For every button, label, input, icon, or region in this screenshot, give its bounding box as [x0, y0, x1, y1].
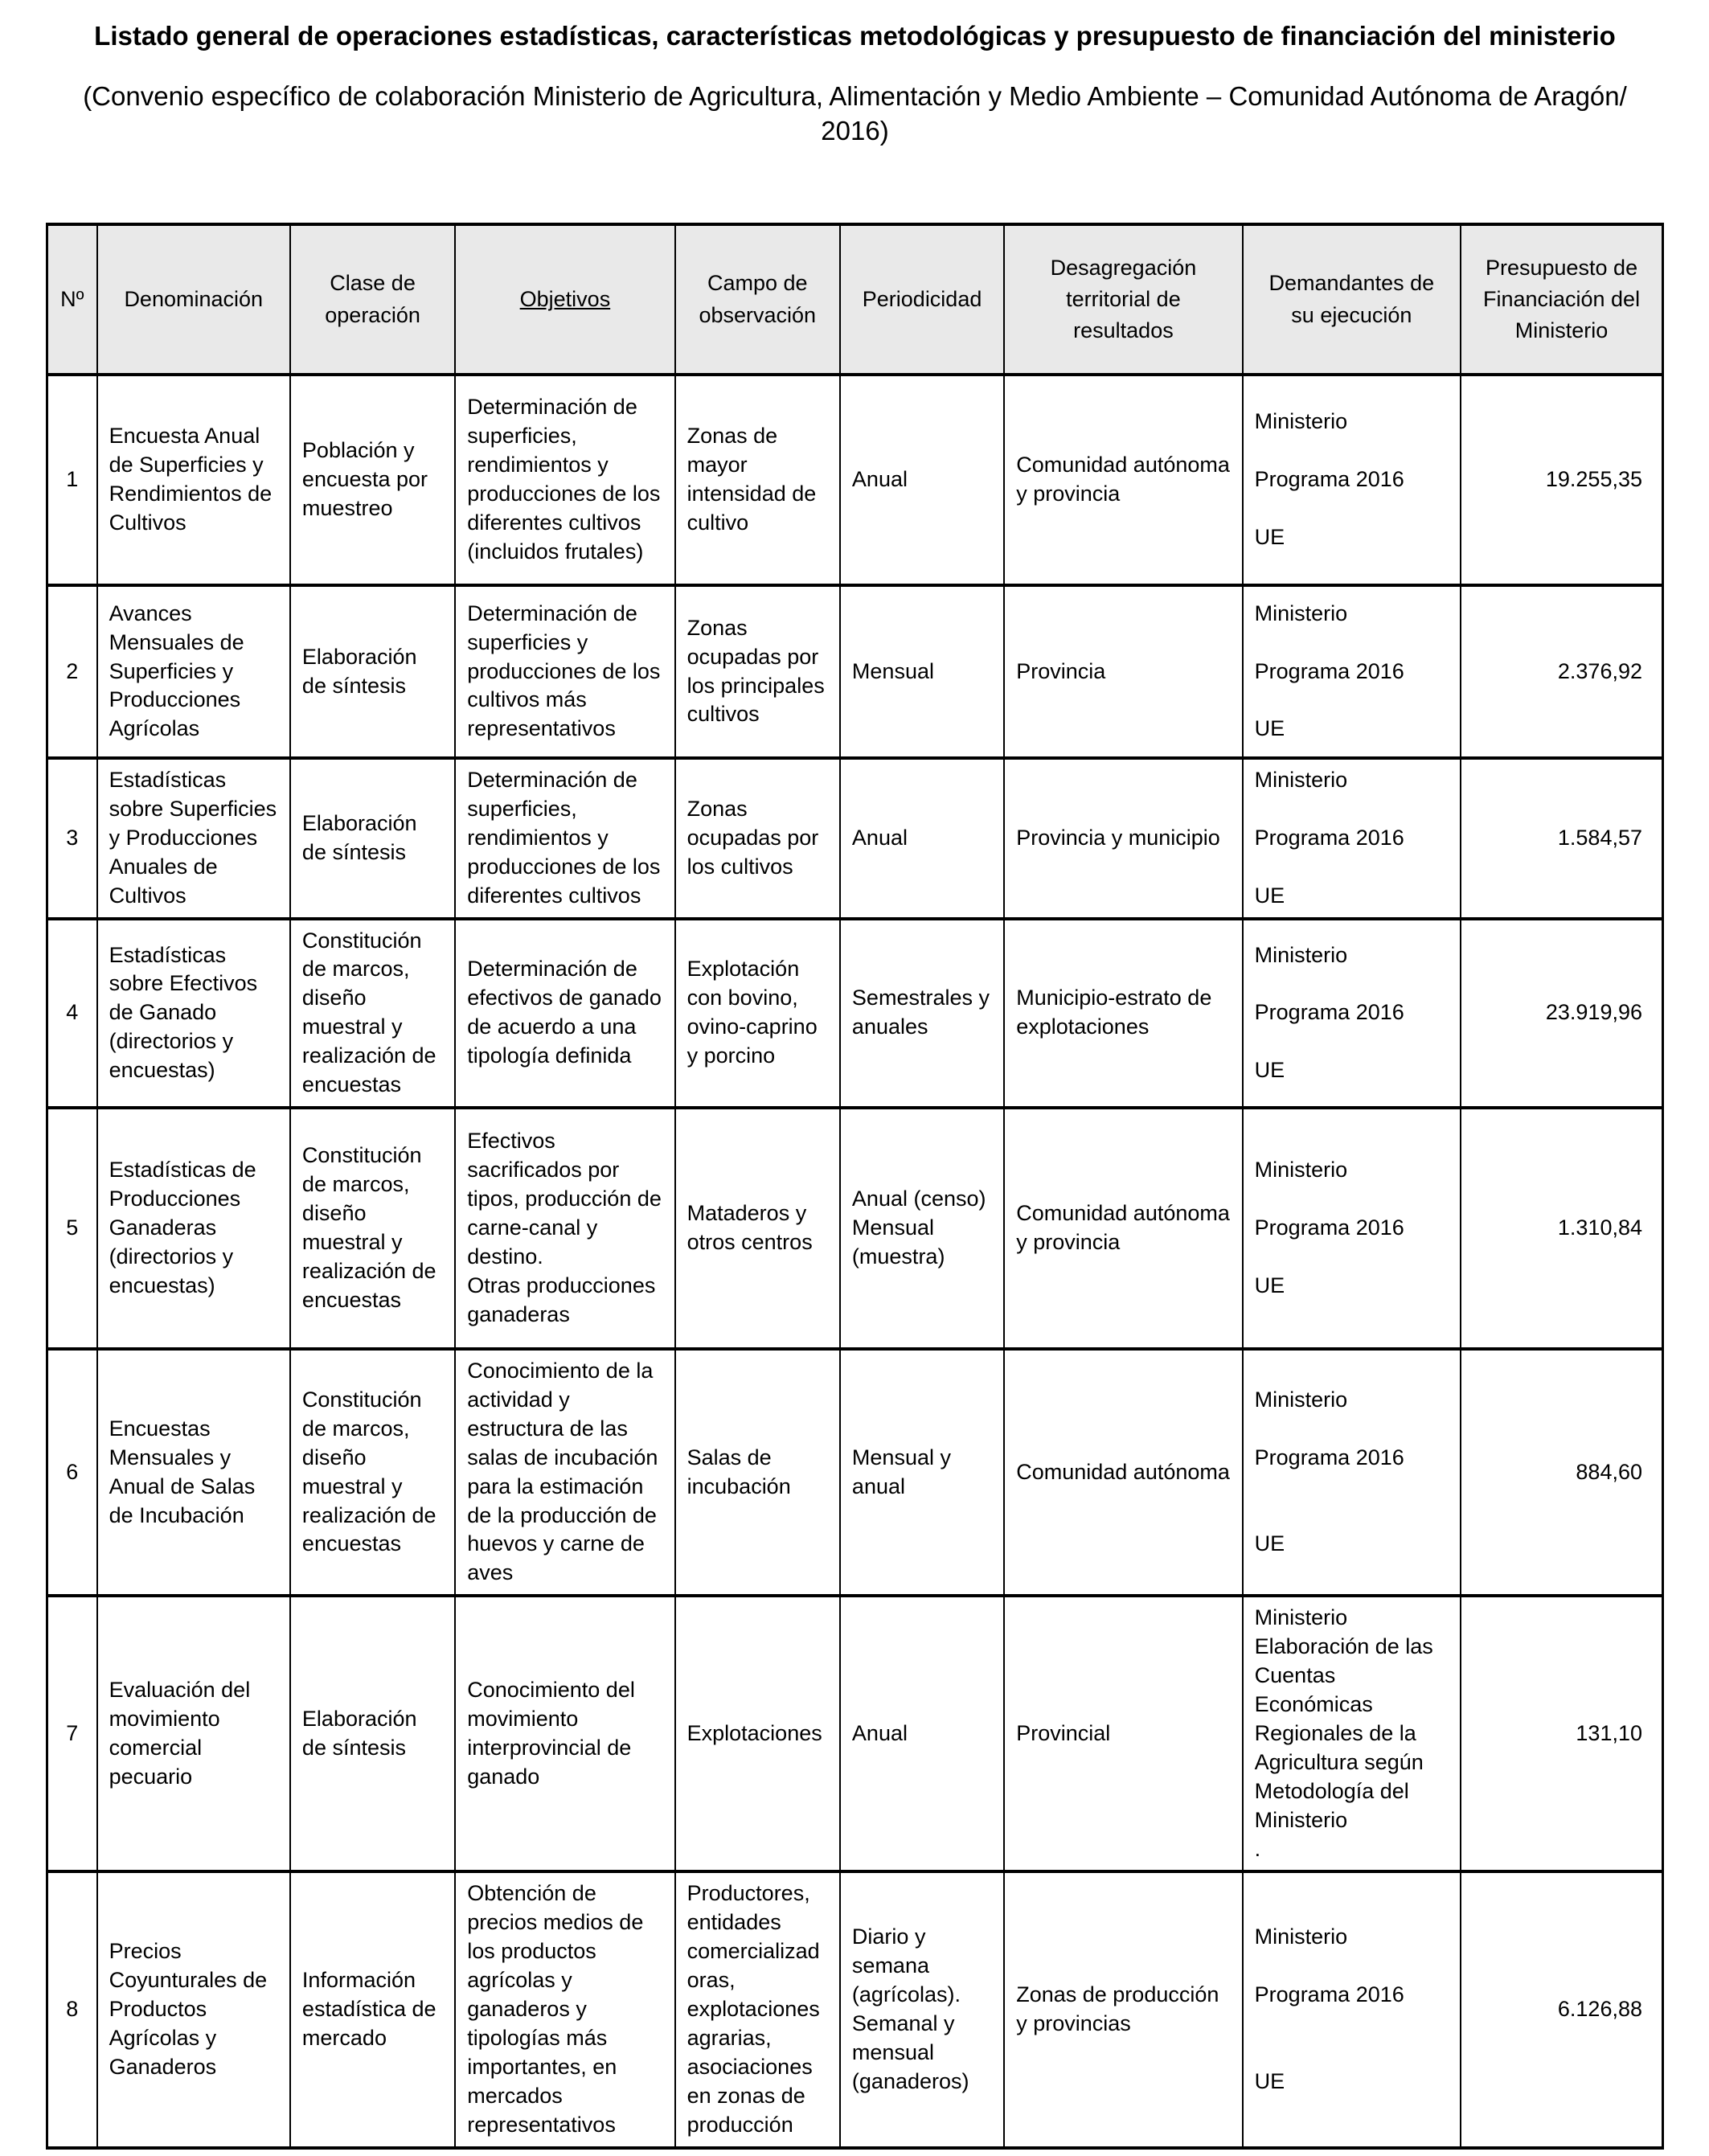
cell-num: 5 [46, 1106, 98, 1351]
cell-presupuesto: 131,10 [1460, 1594, 1664, 1874]
cell-objetivos: Conocimiento de la actividad y estructur… [454, 1346, 676, 1598]
cell-clase: Constitución de marcos, diseño muestral … [289, 1106, 457, 1351]
cell-campo: Zonas ocupadas por los cultivos [674, 756, 841, 920]
cell-campo: Zonas ocupadas por los principales culti… [674, 584, 841, 760]
cell-demandantes: Ministerio Elaboración de las Cuentas Ec… [1241, 1594, 1462, 1874]
cell-num: 3 [46, 756, 98, 920]
cell-presupuesto: 1.310,84 [1460, 1106, 1664, 1351]
cell-demandantes: Ministerio Programa 2016 UE [1241, 1346, 1462, 1598]
header-periodicidad: Periodicidad [838, 223, 1006, 377]
header-row: Nº Denominación Clase de operación Objet… [46, 223, 1664, 377]
cell-demandantes: Ministerio Programa 2016 UE [1241, 1870, 1462, 2150]
cell-demandantes: Ministerio Programa 2016 UE [1241, 916, 1462, 1110]
table-row: 1 Encuesta Anual de Superficies y Rendim… [46, 373, 1664, 588]
cell-campo: Salas de incubación [674, 1346, 841, 1598]
cell-demandantes: Ministerio Programa 2016 UE [1241, 584, 1462, 760]
cell-clase: Elaboración de síntesis [289, 1594, 457, 1874]
cell-num: 7 [46, 1594, 98, 1874]
cell-periodicidad: Mensual [838, 584, 1006, 760]
cell-denominacion: Estadísticas sobre Superficies y Producc… [96, 756, 291, 920]
cell-denominacion: Encuestas Mensuales y Anual de Salas de … [96, 1346, 291, 1598]
table-row: 5 Estadísticas de Producciones Ganaderas… [46, 1106, 1664, 1351]
cell-desagregacion: Zonas de producción y provincias [1003, 1870, 1244, 2150]
table-row: 8 Precios Coyunturales de Productos Agrí… [46, 1870, 1664, 2150]
cell-denominacion: Evaluación del movimiento comercial pecu… [96, 1594, 291, 1874]
cell-num: 1 [46, 373, 98, 588]
header-presupuesto: Presupuesto de Financiación del Minister… [1460, 223, 1664, 377]
cell-num: 6 [46, 1346, 98, 1598]
cell-clase: Constitución de marcos, diseño muestral … [289, 916, 457, 1110]
header-campo-observacion: Campo de observación [674, 223, 841, 377]
header-objetivos: Objetivos [454, 223, 676, 377]
cell-presupuesto: 19.255,35 [1460, 373, 1664, 588]
cell-num: 8 [46, 1870, 98, 2150]
cell-periodicidad: Anual [838, 373, 1006, 588]
cell-objetivos: Efectivos sacrificados por tipos, produc… [454, 1106, 676, 1351]
cell-denominacion: Encuesta Anual de Superficies y Rendimie… [96, 373, 291, 588]
header-denominacion: Denominación [96, 223, 291, 377]
table-row: 3 Estadísticas sobre Superficies y Produ… [46, 756, 1664, 920]
cell-desagregacion: Municipio-estrato de explotaciones [1003, 916, 1244, 1110]
cell-objetivos: Determinación de superficies y produccio… [454, 584, 676, 760]
cell-presupuesto: 2.376,92 [1460, 584, 1664, 760]
cell-presupuesto: 23.919,96 [1460, 916, 1664, 1110]
cell-denominacion: Precios Coyunturales de Productos Agríco… [96, 1870, 291, 2150]
cell-presupuesto: 1.584,57 [1460, 756, 1664, 920]
cell-campo: Mataderos y otros centros [674, 1106, 841, 1351]
cell-periodicidad: Semestrales y anuales [838, 916, 1006, 1110]
header-demandantes: Demandantes de su ejecución [1241, 223, 1462, 377]
header-num: Nº [46, 223, 98, 377]
cell-desagregacion: Comunidad autónoma [1003, 1346, 1244, 1598]
cell-campo: Explotación con bovino, ovino-caprino y … [674, 916, 841, 1110]
cell-desagregacion: Comunidad autónoma y provincia [1003, 373, 1244, 588]
cell-presupuesto: 6.126,88 [1460, 1870, 1664, 2150]
header-desagregacion: Desagregación territorial de resultados [1003, 223, 1244, 377]
table-row: 7 Evaluación del movimiento comercial pe… [46, 1594, 1664, 1874]
cell-campo: Zonas de mayor intensidad de cultivo [674, 373, 841, 588]
table-row: 2 Avances Mensuales de Superficies y Pro… [46, 584, 1664, 760]
cell-denominacion: Estadísticas sobre Efectivos de Ganado (… [96, 916, 291, 1110]
cell-periodicidad: Anual [838, 756, 1006, 920]
cell-num: 2 [46, 584, 98, 760]
header-clase-operacion: Clase de operación [289, 223, 457, 377]
page-subtitle: (Convenio específico de colaboración Min… [83, 81, 1627, 146]
cell-desagregacion: Provincial [1003, 1594, 1244, 1874]
cell-denominacion: Estadísticas de Producciones Ganaderas (… [96, 1106, 291, 1351]
cell-num: 4 [46, 916, 98, 1110]
cell-objetivos: Determinación de superficies, rendimient… [454, 373, 676, 588]
cell-clase: Elaboración de síntesis [289, 756, 457, 920]
cell-demandantes: Ministerio Programa 2016 UE [1241, 373, 1462, 588]
cell-clase: Información estadística de mercado [289, 1870, 457, 2150]
cell-objetivos: Obtención de precios medios de los produ… [454, 1870, 676, 2150]
cell-desagregacion: Provincia y municipio [1003, 756, 1244, 920]
table-row: 4 Estadísticas sobre Efectivos de Ganado… [46, 916, 1664, 1110]
cell-clase: Elaboración de síntesis [289, 584, 457, 760]
cell-clase: Constitución de marcos, diseño muestral … [289, 1346, 457, 1598]
cell-denominacion: Avances Mensuales de Superficies y Produ… [96, 584, 291, 760]
cell-clase: Población y encuesta por muestreo [289, 373, 457, 588]
cell-demandantes: Ministerio Programa 2016 UE [1241, 756, 1462, 920]
cell-objetivos: Conocimiento del movimiento interprovinc… [454, 1594, 676, 1874]
cell-objetivos: Determinación de efectivos de ganado de … [454, 916, 676, 1110]
cell-periodicidad: Anual [838, 1594, 1006, 1874]
cell-demandantes: Ministerio Programa 2016 UE [1241, 1106, 1462, 1351]
cell-periodicidad: Anual (censo) Mensual (muestra) [838, 1106, 1006, 1351]
table-row: 6 Encuestas Mensuales y Anual de Salas d… [46, 1346, 1664, 1598]
cell-campo: Explotaciones [674, 1594, 841, 1874]
cell-presupuesto: 884,60 [1460, 1346, 1664, 1598]
cell-desagregacion: Comunidad autónoma y provincia [1003, 1106, 1244, 1351]
cell-desagregacion: Provincia [1003, 584, 1244, 760]
cell-campo: Productores, entidades comercializadoras… [674, 1870, 841, 2150]
page-title: Listado general de operaciones estadísti… [94, 21, 1616, 51]
cell-periodicidad: Diario y semana (agrícolas). Semanal y m… [838, 1870, 1006, 2150]
cell-objetivos: Determinación de superficies, rendimient… [454, 756, 676, 920]
cell-periodicidad: Mensual y anual [838, 1346, 1006, 1598]
operations-table: Nº Denominación Clase de operación Objet… [46, 223, 1664, 2150]
